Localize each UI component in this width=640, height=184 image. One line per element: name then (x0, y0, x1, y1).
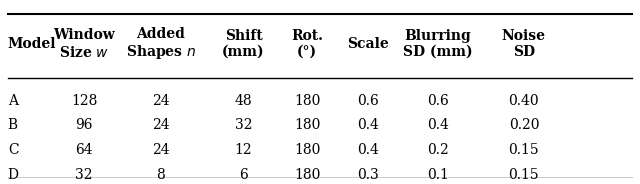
Text: 0.4: 0.4 (427, 118, 449, 132)
Text: 180: 180 (294, 143, 321, 157)
Text: 0.4: 0.4 (357, 143, 379, 157)
Text: 0.3: 0.3 (357, 168, 379, 182)
Text: 12: 12 (235, 143, 252, 157)
Text: 32: 32 (76, 168, 93, 182)
Text: 0.6: 0.6 (427, 93, 449, 107)
Text: 0.40: 0.40 (509, 93, 540, 107)
Text: 0.4: 0.4 (357, 118, 379, 132)
Text: 180: 180 (294, 168, 321, 182)
Text: Noise
SD: Noise SD (502, 29, 546, 59)
Text: D: D (8, 168, 19, 182)
Text: 0.15: 0.15 (509, 168, 540, 182)
Text: 180: 180 (294, 118, 321, 132)
Text: 32: 32 (235, 118, 252, 132)
Text: 180: 180 (294, 93, 321, 107)
Text: 0.15: 0.15 (509, 143, 540, 157)
Text: 24: 24 (152, 143, 170, 157)
Text: 48: 48 (235, 93, 252, 107)
Text: B: B (8, 118, 18, 132)
Text: Model: Model (8, 37, 56, 51)
Text: C: C (8, 143, 19, 157)
Text: 24: 24 (152, 93, 170, 107)
Text: 24: 24 (152, 118, 170, 132)
Text: 0.6: 0.6 (357, 93, 379, 107)
Text: 0.20: 0.20 (509, 118, 539, 132)
Text: Added
Shapes $n$: Added Shapes $n$ (125, 26, 196, 61)
Text: Scale: Scale (347, 37, 388, 51)
Text: Shift
(mm): Shift (mm) (222, 29, 265, 59)
Text: 128: 128 (71, 93, 97, 107)
Text: Blurring
SD (mm): Blurring SD (mm) (403, 29, 473, 59)
Text: 96: 96 (76, 118, 93, 132)
Text: Rot.
(°): Rot. (°) (291, 29, 323, 59)
Text: 64: 64 (76, 143, 93, 157)
Text: A: A (8, 93, 18, 107)
Text: 6: 6 (239, 168, 248, 182)
Text: Window
Size $w$: Window Size $w$ (53, 28, 115, 60)
Text: 8: 8 (156, 168, 165, 182)
Text: 0.2: 0.2 (427, 143, 449, 157)
Text: 0.1: 0.1 (427, 168, 449, 182)
